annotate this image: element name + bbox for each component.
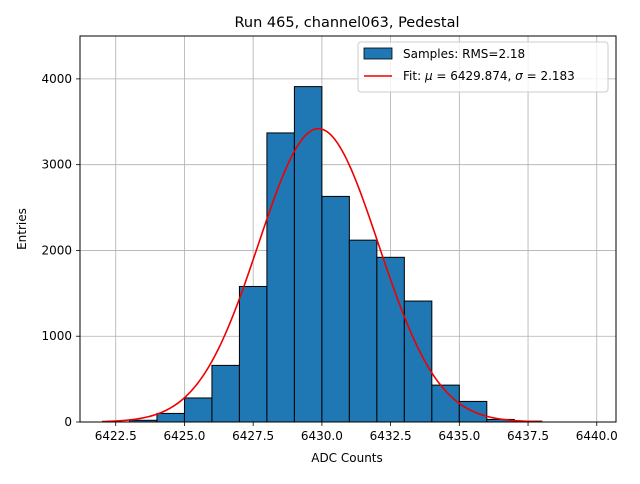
- histogram-bar: [266, 132, 295, 423]
- y-axis-label: Entries: [15, 208, 29, 250]
- x-tick-label: 6437.5: [507, 429, 549, 443]
- histogram-bar: [156, 412, 185, 423]
- x-tick-label: 6440.0: [576, 429, 618, 443]
- y-tick-label: 4000: [41, 72, 72, 86]
- y-tick-label: 0: [64, 415, 72, 429]
- y-axis-ticks: 0 1000 2000 3000 4000: [41, 72, 80, 429]
- x-tick-label: 6425.0: [163, 429, 205, 443]
- y-tick-label: 3000: [41, 158, 72, 172]
- histogram-bars: [128, 86, 543, 423]
- y-tick-label: 1000: [41, 329, 72, 343]
- legend-samples-swatch: [363, 47, 393, 60]
- legend-fit-label: Fit: μ = 6429.874, σ = 2.183: [403, 69, 575, 83]
- legend-samples-label: Samples: RMS=2.18: [403, 47, 525, 61]
- x-tick-label: 6422.5: [95, 429, 137, 443]
- x-tick-label: 6430.0: [301, 429, 343, 443]
- x-tick-label: 6435.0: [438, 429, 480, 443]
- x-tick-label: 6432.5: [370, 429, 412, 443]
- plot-frame: [79, 35, 617, 423]
- histogram-bar: [348, 239, 378, 423]
- fit-curve: [101, 127, 542, 423]
- x-axis-label: ADC Counts: [311, 451, 383, 465]
- y-tick-label: 2000: [41, 243, 72, 257]
- x-tick-label: 6427.5: [232, 429, 274, 443]
- histogram-bar: [238, 285, 268, 423]
- histogram-bar: [293, 86, 323, 423]
- histogram-bar: [183, 397, 213, 423]
- x-axis-ticks: 6422.5 6425.0 6427.5 6430.0 6432.5 6435.0 6437…: [95, 422, 618, 443]
- histogram-bar: [321, 195, 350, 423]
- histogram-bar: [403, 300, 433, 423]
- chart-title: Run 465, channel063, Pedestal: [234, 15, 459, 31]
- histogram-bar: [211, 364, 240, 423]
- legend-box: [357, 41, 609, 93]
- legend: Samples: RMS=2.18 Fit: μ = 6429.874, σ =…: [357, 41, 609, 93]
